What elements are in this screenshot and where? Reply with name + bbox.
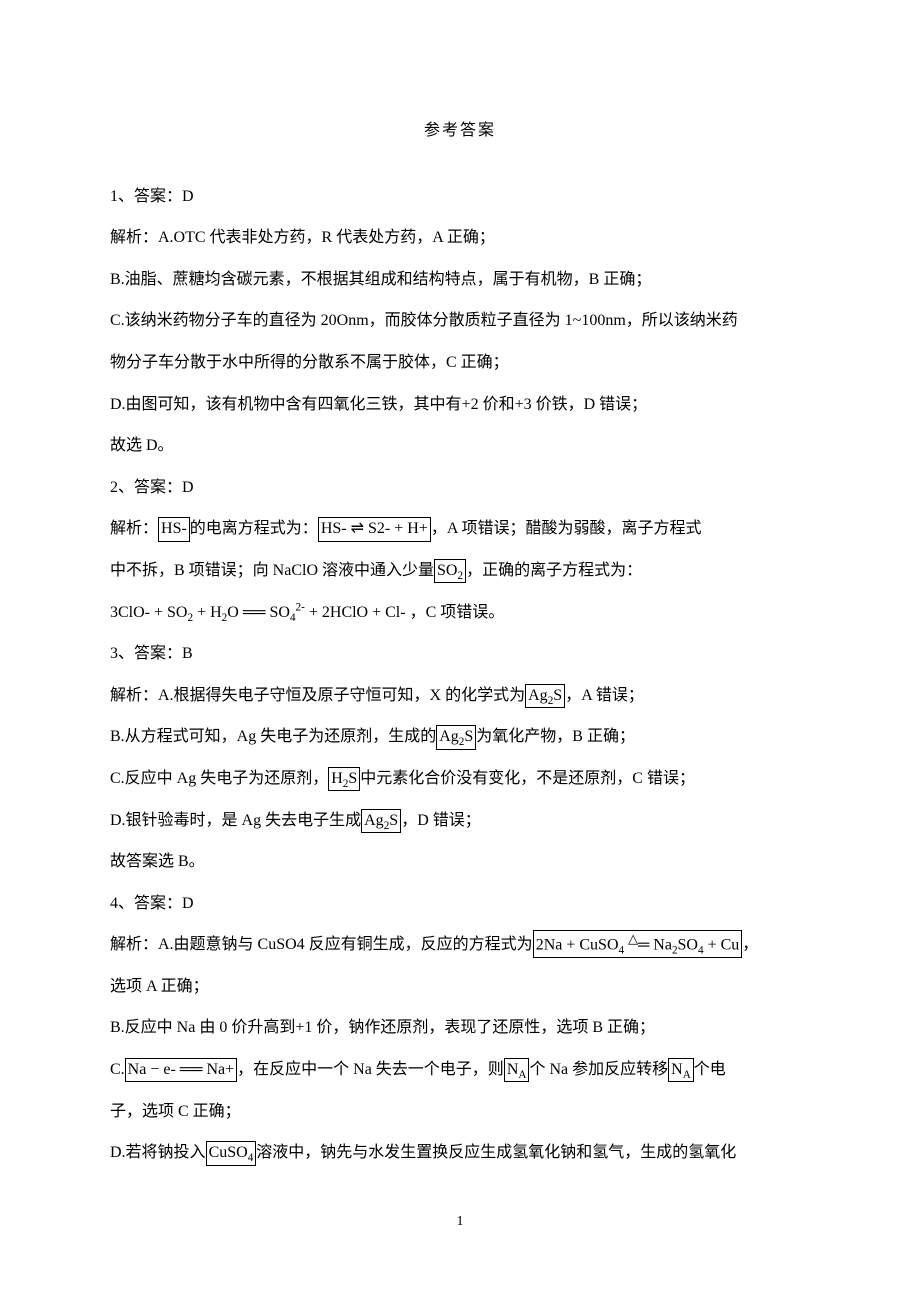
q2-header: 2、答案：D	[110, 467, 810, 509]
q2-eq-mid2: O	[227, 604, 239, 621]
q4-header: 4、答案：D	[110, 883, 810, 925]
q2-eq-lhs: HS-	[321, 520, 347, 537]
q4-b: B.反应中 Na 由 0 价升高到+1 价，钠作还原剂，表现了还原性，选项 B …	[110, 1007, 810, 1049]
q3-box-ag2s-a: Ag2S	[525, 684, 565, 708]
triangle-icon: △	[628, 932, 638, 946]
q2-eq-mid1: + H	[193, 604, 222, 621]
q4-eq-rhs3: + Cu	[704, 936, 740, 953]
q3-c: C.反应中 Ag 失电子为还原剂，H2S中元素化合价没有变化，不是还原剂，C 错…	[110, 758, 810, 800]
q3-c-pre: C.反应中 Ag 失电子为还原剂，	[110, 770, 328, 787]
q4-box-eq: 2Na + CuSO4 △═ Na2SO4 + Cu	[533, 930, 743, 958]
q4-c-mid2: 个 Na 参加反应转移	[529, 1061, 668, 1078]
q3-box-ag2s-d: Ag2S	[361, 809, 401, 833]
q4-c-pre: C.	[110, 1061, 125, 1078]
q4-eq-rhs2: SO	[678, 936, 698, 953]
q3-end: 故答案选 B。	[110, 841, 810, 883]
q3-ag-b: Ag	[439, 728, 459, 745]
q1-end: 故选 D。	[110, 425, 810, 467]
q4-a1: 解析：A.由题意钠与 CuSO4 反应有铜生成，反应的方程式为2Na + CuS…	[110, 924, 810, 966]
q3-ag-d: Ag	[364, 812, 384, 829]
page-title: 参考答案	[110, 110, 810, 152]
q1-header: 1、答案：D	[110, 176, 810, 218]
q2-b1: 中不拆，B 项错误；向 NaClO 溶液中通入少量	[110, 562, 434, 579]
q4-d: D.若将钠投入CuSO4溶液中，钠先与水发生置换反应生成氢氧化钠和氢气，生成的氢…	[110, 1132, 810, 1174]
q1-analysis-d: D.由图可知，该有机物中含有四氧化三铁，其中有+2 价和+3 价铁，D 错误；	[110, 384, 810, 426]
q3-d-post: ，D 错误；	[401, 812, 481, 829]
q3-d: D.银针验毒时，是 Ag 失去电子生成Ag2S，D 错误；	[110, 800, 810, 842]
q4-a2: 选项 A 正确；	[110, 966, 810, 1008]
q4-c2: 子，选项 C 正确；	[110, 1091, 810, 1133]
q2-eq-lhs2: 3ClO- + SO	[110, 604, 187, 621]
q3-s-d: S	[389, 812, 398, 829]
sup-2m: 2-	[296, 601, 305, 613]
q4-n1: N	[507, 1061, 519, 1078]
q4-c-mid3: 个电	[694, 1061, 726, 1078]
q2-a-post1: ，A 项错误；醋酸为弱酸，离子方程式	[431, 520, 702, 537]
q2-a-mid1: 的电离方程式为：	[190, 520, 318, 537]
sub-a1: A	[518, 1069, 526, 1081]
q4-c1: C.Na − e- ══ Na+，在反应中一个 Na 失去一个电子，则NA个 N…	[110, 1049, 810, 1091]
q2-eq-rhs2: + 2HClO + Cl-	[305, 604, 406, 621]
q4-box-cuso4: CuSO4	[206, 1141, 257, 1165]
q4-cuso4: CuSO	[209, 1144, 248, 1161]
sub-4b: 4	[619, 944, 625, 956]
q3-s-b: S	[464, 728, 473, 745]
q2-main-eq: 3ClO- + SO2 + H2O ══ SO42- + 2HClO + Cl-	[110, 604, 410, 621]
q1-analysis-c2: 物分子车分散于水中所得的分散系不属于胶体，C 正确；	[110, 342, 810, 384]
q3-c-post: 中元素化合价没有变化，不是还原剂，C 错误；	[360, 770, 695, 787]
q4-a-post: ，	[742, 936, 758, 953]
q1-analysis-b: B.油脂、蔗糖均含碳元素，不根据其组成和结构特点，属于有机物，B 正确；	[110, 259, 810, 301]
q2-b2: ，正确的离子方程式为：	[466, 562, 642, 579]
q2-eq-rhs: S2- + H+	[368, 520, 428, 537]
q3-ag: Ag	[528, 687, 548, 704]
sub-2: 2	[457, 570, 463, 582]
q3-b: B.从方程式可知，Ag 失电子为还原剂，生成的Ag2S为氧化产物，B 正确；	[110, 716, 810, 758]
q3-d-pre: D.银针验毒时，是 Ag 失去电子生成	[110, 812, 361, 829]
q2-box-hs1: HS-	[158, 517, 190, 541]
sub-a2: A	[683, 1069, 691, 1081]
q2-eq-rhs1: SO	[269, 604, 289, 621]
q2-a-pre: 解析：	[110, 520, 158, 537]
q4-eq-rhs1: Na	[653, 936, 672, 953]
q2-line1: 解析：HS-的电离方程式为：HS- ⇌ S2- + H+，A 项错误；醋酸为弱酸…	[110, 508, 810, 550]
q3-b-pre: B.从方程式可知，Ag 失电子为还原剂，生成的	[110, 728, 436, 745]
q4-box-na-eq: Na − e- ══ Na+	[125, 1058, 237, 1082]
q2-box-so2: SO2	[434, 559, 466, 583]
sub-4d: 4	[248, 1152, 254, 1164]
q2-line2: 中不拆，B 项错误；向 NaClO 溶液中通入少量SO2，正确的离子方程式为：	[110, 550, 810, 592]
q4-c-mid: ，在反应中一个 Na 失去一个电子，则	[237, 1061, 504, 1078]
q3-header: 3、答案：B	[110, 633, 810, 675]
q3-a-post: ，A 错误；	[565, 687, 644, 704]
q1-analysis-c1: C.该纳米药物分子车的直径为 20Onm，而胶体分散质粒子直径为 1~100nm…	[110, 300, 810, 342]
q3-s-c: S	[348, 770, 357, 787]
sub-4: 4	[290, 612, 296, 624]
q3-b-post: 为氧化产物，B 正确；	[476, 728, 635, 745]
q3-a-pre: 解析：A.根据得失电子守恒及原子守恒可知，X 的化学式为	[110, 687, 525, 704]
q3-a: 解析：A.根据得失电子守恒及原子守恒可知，X 的化学式为Ag2S，A 错误；	[110, 675, 810, 717]
q2-c-end: ，C 项错误。	[410, 604, 505, 621]
q3-h: H	[331, 770, 343, 787]
page-number: 1	[110, 1204, 810, 1240]
q1-analysis-a: 解析：A.OTC 代表非处方药，R 代表处方药，A 正确；	[110, 217, 810, 259]
q4-d-post: 溶液中，钠先与水发生置换反应生成氢氧化钠和氢气，生成的氢氧化	[256, 1144, 736, 1161]
q4-a-pre: 解析：A.由题意钠与 CuSO4 反应有铜生成，反应的方程式为	[110, 936, 533, 953]
q2-box-eq: HS- ⇌ S2- + H+	[318, 517, 431, 541]
q4-d-pre: D.若将钠投入	[110, 1144, 206, 1161]
q4-n2: N	[671, 1061, 683, 1078]
q2-so2-text: SO	[437, 562, 457, 579]
q2-line3: 3ClO- + SO2 + H2O ══ SO42- + 2HClO + Cl-…	[110, 592, 810, 634]
q3-box-ag2s-b: Ag2S	[436, 725, 476, 749]
q4-eq-lhs: 2Na + CuSO	[536, 936, 619, 953]
q3-box-h2s: H2S	[328, 767, 360, 791]
q3-s: S	[553, 687, 562, 704]
q4-box-na2: NA	[668, 1058, 694, 1082]
q4-box-na1: NA	[504, 1058, 530, 1082]
